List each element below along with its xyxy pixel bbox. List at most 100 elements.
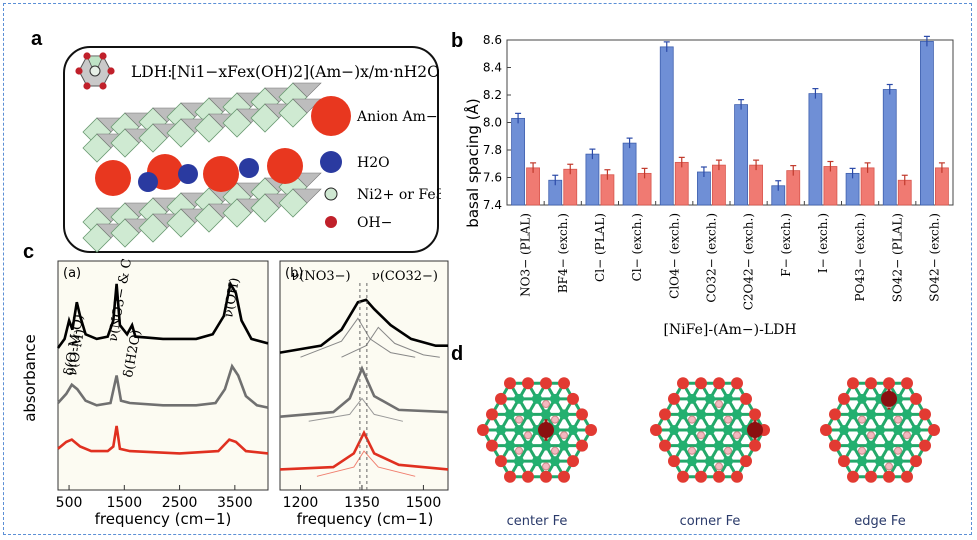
bar [511,117,525,206]
ldh-crystal-illustration [82,82,322,253]
subpanel-label: (b) [285,266,303,281]
bar [563,168,578,206]
x-tick-label: Cl− (PLAL) [593,213,607,282]
lattice-atom [687,456,697,467]
lattice-atom [749,408,761,421]
x-tick-label: Cl− (exch.) [630,213,644,281]
legend-label: H2O [357,155,390,171]
lattice-atom [901,377,913,390]
lattice-atom [541,440,551,451]
lattice-atom [523,440,533,451]
bar [712,164,726,206]
legend-marker [325,216,337,228]
hydrogen-atom [724,415,732,424]
lattice-atom [567,455,579,468]
hydrogen-atom [894,415,902,424]
lattice-atom [659,439,671,452]
hydrogen-atom [551,446,559,455]
lattice-atom [514,456,524,467]
legend-label: OH− [357,215,392,231]
spectrum-line [56,280,269,349]
lattice-atom [504,377,516,390]
lattice-atom [848,409,858,420]
legend-label: Ni2+ or Fe3+ [357,187,441,203]
lattice-atom [650,424,662,436]
peak-annotation: ν(CO32−) [372,269,438,284]
lattice-atom [522,377,534,390]
hydrogen-atom [688,446,696,455]
lattice-atom [505,409,515,420]
y-tick-label: 8.6 [483,33,502,47]
water-sphere [239,158,259,178]
lattice-atom [496,425,506,435]
lattice-atom [540,470,552,483]
lattice-atom [884,440,894,451]
water-sphere [178,164,198,184]
lattice-atom [910,455,922,468]
panel-label-b: b [451,30,464,52]
lattice-atom [678,440,688,451]
bar [786,170,801,206]
hydrogen-atom [858,446,866,455]
lattice-atom [705,425,715,435]
y-tick-label: 8.0 [483,116,502,130]
legend-marker [320,151,342,173]
lattice-atom [514,425,524,435]
lattice-atom [732,409,742,420]
spectrum-line [279,365,449,418]
lattice-atom [919,439,931,452]
lattice-atom [893,456,903,467]
x-tick-label: NO3− (PLAL) [519,213,533,297]
lattice-atom [875,425,885,435]
x-tick-label: ClO4− (exch.) [667,213,681,299]
spectrum-line [279,298,448,354]
lattice-atom [838,392,850,405]
x-tick-label: 1200 [283,495,319,511]
panel-a-legend: Anion Am− H2O Ni2+ or Fe3+ OH− [311,96,441,231]
lattice-atom [558,377,570,390]
fe-site-lattices-panel: center Fe corner Fe edge Fe [477,377,940,529]
lattice-atom [902,409,912,420]
anion-sphere [267,148,303,184]
x-tick-label: 500 [56,495,83,511]
lattice-atom [875,456,885,467]
lattice-atom [559,409,569,420]
lattice-atom [847,470,859,483]
ir-spectra-panel: absorbance 500 1500 2500 3500(a)δ(O-M-O)ν(O… [21,258,449,528]
lattice-atom [714,409,724,420]
hydrogen-atom [903,431,911,440]
bar [823,166,838,206]
lattice-atom [568,425,578,435]
lattice-atom [723,425,733,435]
lattice-atom [838,455,850,468]
panel-label-c: c [23,241,35,263]
water-sphere [138,172,158,192]
lattice-atom [884,409,894,420]
hydrogen-atom [885,462,893,471]
lattice-atom [820,424,832,436]
lattice-atom [677,377,689,390]
x-tick-label: PO43− (exch.) [853,213,867,302]
lattice-atom [532,393,542,404]
lattice-atom [866,409,876,420]
lattice-atom [514,393,524,404]
lattice-atom [910,392,922,405]
lattice-atom [731,377,743,390]
legend-label: Anion Am− [356,109,438,125]
chart-b-x-axis-label: [NiFe]-(Am−)-LDH [663,322,796,338]
lattice-atom [486,439,498,452]
x-tick-label: SO42− (PLAL) [890,213,904,302]
lattice-atom [540,377,552,390]
lattice-atom [848,440,858,451]
lattice-atom [541,409,551,420]
octahedron-face [292,82,322,98]
hydrogen-atom [858,415,866,424]
lattice-atom [732,440,742,451]
fe-atom [747,422,763,438]
lattice-atom [883,470,895,483]
lattice-atom [902,440,912,451]
lattice-atom [829,408,841,421]
legend-marker [324,187,338,201]
lattice-atom [696,409,706,420]
lattice-atom [865,377,877,390]
